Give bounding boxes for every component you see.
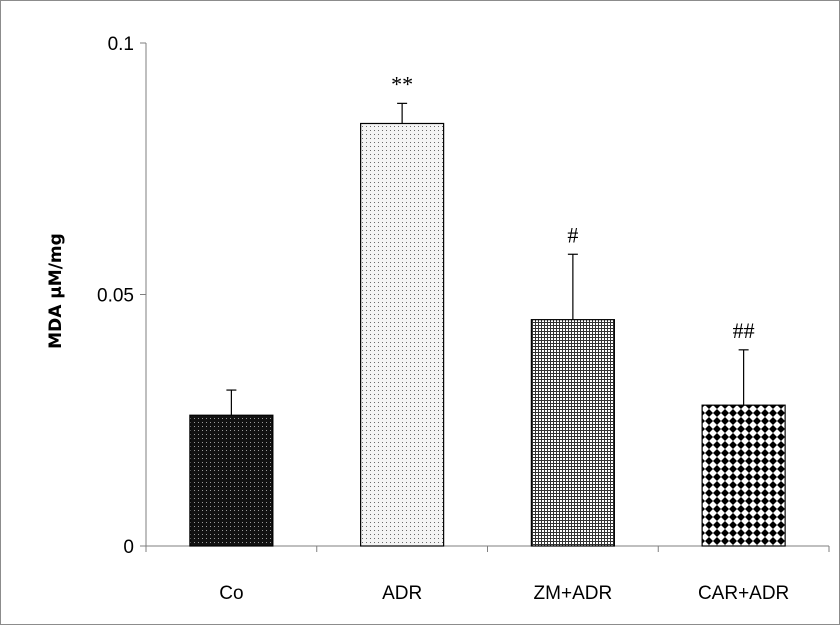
y-tick-label: 0.05 (97, 286, 134, 307)
bar-car-adr (701, 404, 786, 547)
x-category-label: CAR+ADR (698, 583, 789, 604)
bars-group (189, 102, 786, 547)
x-category-label: ZM+ADR (534, 583, 613, 604)
labels-group: 0 0.05 0.1 Co ** ADR # ZM+ADR ## CAR+ADR (97, 34, 789, 604)
bar-zm-adr (530, 319, 615, 547)
bar-adr (360, 122, 445, 547)
significance-mark: # (567, 222, 578, 247)
y-tick-label: 0 (123, 537, 134, 558)
x-category-label: Co (219, 583, 243, 604)
y-tick-label: 0.1 (108, 34, 134, 55)
significance-mark: ## (733, 318, 755, 343)
y-axis-label: MDA μM/mg (46, 233, 66, 349)
significance-mark: ** (391, 71, 413, 96)
x-category-label: ADR (382, 583, 422, 604)
bar-co (189, 414, 274, 547)
